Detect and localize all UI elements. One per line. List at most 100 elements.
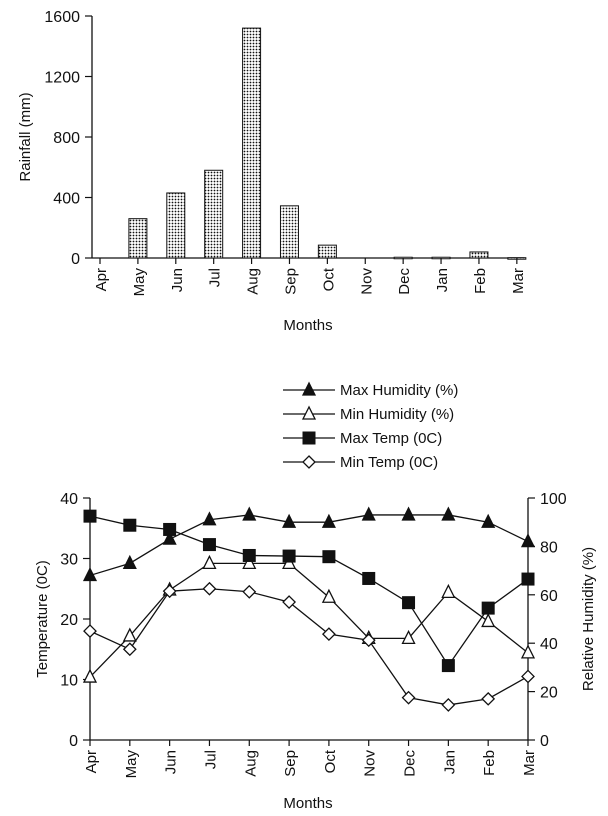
series-point-min-temp-0c — [162, 584, 177, 599]
rainfall-x-tick-label: Aug — [245, 268, 262, 295]
line-chart-x-tick-label: Jan — [441, 750, 458, 774]
series-point-max-temp-0c — [521, 572, 535, 586]
rainfall-y-axis-label: Rainfall (mm) — [17, 92, 34, 181]
rainfall-x-tick-label: Mar — [510, 268, 527, 294]
series-point-min-temp-0c — [242, 584, 257, 599]
series-point-max-temp-0c — [123, 518, 137, 532]
rainfall-x-tick-label: Feb — [472, 268, 489, 294]
series-line-max-temp-0c — [89, 515, 529, 667]
rainfall-x-tick-label: Dec — [396, 268, 413, 295]
series-point-min-humidity — [441, 583, 456, 599]
series-point-max-temp-0c — [402, 596, 416, 610]
legend-marker — [301, 405, 317, 420]
rainfall-bar-jun — [166, 192, 186, 259]
rainfall-bar-aug — [242, 27, 262, 259]
series-point-min-temp-0c — [361, 633, 376, 648]
rainfall-x-tick-label: Nov — [358, 268, 375, 295]
series-point-min-humidity — [82, 668, 98, 683]
series-point-max-humidity — [242, 506, 257, 521]
series-point-max-humidity — [401, 506, 416, 521]
humidity-y-tick-label: 80 — [540, 539, 558, 556]
series-point-min-humidity — [242, 554, 257, 569]
line-chart-x-tick-label: Nov — [362, 750, 379, 777]
series-point-max-humidity — [321, 513, 336, 528]
series-point-max-temp-0c — [163, 522, 177, 536]
legend-item-max-humidity: Max Humidity (%) — [283, 381, 458, 399]
series-point-max-temp-0c — [282, 549, 296, 563]
rainfall-bar-sep — [279, 205, 299, 259]
temperature-y-tick-label: 40 — [60, 491, 78, 508]
series-point-max-temp-0c — [322, 550, 336, 564]
series-line-min-temp-0c — [89, 588, 529, 706]
rainfall-x-tick-label: Jun — [169, 268, 186, 292]
series-point-max-humidity — [202, 511, 217, 526]
series-point-min-temp-0c — [401, 690, 416, 705]
series-point-max-humidity — [82, 566, 98, 582]
series-point-max-humidity — [361, 506, 376, 521]
legend-marker — [302, 431, 316, 445]
legend-marker — [302, 455, 316, 469]
series-point-min-temp-0c — [83, 624, 97, 639]
series-point-max-temp-0c — [202, 538, 216, 552]
series-point-min-temp-0c — [521, 669, 535, 684]
series-point-min-humidity — [202, 554, 217, 569]
series-point-min-humidity — [481, 612, 496, 628]
humidity-y-tick-label: 100 — [540, 491, 567, 508]
series-point-max-humidity — [481, 513, 496, 528]
series-point-max-temp-0c — [83, 509, 97, 523]
series-min-temp-0c — [83, 581, 535, 712]
climate-line-chart: 0 10 20 30 40 0 20 40 60 80 100 Apr May Jun Jul Aug Se… — [34, 491, 597, 812]
temperature-y-tick-label: 10 — [60, 673, 78, 690]
series-max-humidity — [82, 506, 536, 582]
legend-label: Min Humidity (%) — [340, 406, 454, 423]
legend: Max Humidity (%) Min Humidity (%) Max Temp… — [283, 381, 458, 471]
rainfall-bar-may — [128, 218, 148, 259]
legend-label: Min Temp (0C) — [340, 454, 438, 471]
rainfall-y-ticks: 0 400 800 1200 1600 — [44, 9, 92, 268]
rainfall-y-tick-label: 1600 — [44, 9, 80, 26]
rainfall-x-tick-label: May — [131, 268, 148, 297]
rainfall-x-tick-label: Oct — [320, 267, 337, 291]
series-point-max-temp-0c — [362, 571, 376, 585]
line-chart-series — [82, 506, 536, 712]
series-max-temp-0c — [83, 509, 535, 673]
temperature-y-ticks: 0 10 20 30 40 — [60, 491, 90, 750]
rainfall-x-tick-label: Sep — [282, 268, 299, 295]
humidity-y-tick-label: 40 — [540, 636, 558, 653]
line-chart-x-tick-label: Sep — [282, 750, 299, 777]
line-chart-x-tick-label: May — [123, 750, 140, 779]
series-point-min-temp-0c — [122, 642, 137, 657]
series-point-max-humidity — [441, 506, 456, 521]
line-chart-x-ticks: Apr May Jun Jul Aug Sep Oct Nov Dec Jan Feb Mar — [83, 740, 538, 778]
series-point-min-temp-0c — [282, 595, 297, 609]
series-point-max-humidity — [122, 554, 137, 569]
rainfall-x-ticks: Apr May Jun Jul Aug Sep Oct Nov Dec Jan Feb Mar — [93, 258, 527, 296]
series-line-min-humidity — [89, 562, 529, 678]
rainfall-y-tick-label: 400 — [53, 191, 80, 208]
series-point-max-temp-0c — [441, 659, 455, 673]
line-chart-x-tick-label: Oct — [322, 749, 339, 773]
line-chart-x-tick-label: Jun — [163, 750, 180, 774]
temperature-y-tick-label: 30 — [60, 552, 78, 569]
series-point-max-humidity — [162, 530, 177, 545]
rainfall-y-tick-label: 1200 — [44, 70, 80, 87]
series-point-min-humidity — [122, 627, 137, 642]
legend-item-min-humidity: Min Humidity (%) — [283, 405, 454, 423]
series-point-min-temp-0c — [321, 627, 336, 642]
line-chart-x-tick-label: Feb — [481, 750, 498, 776]
rainfall-bar-oct — [317, 244, 337, 259]
rainfall-chart: 0 400 800 1200 1600 Apr May Jun Jul Aug Sep Oct Nov… — [17, 9, 527, 334]
series-point-min-humidity — [401, 629, 416, 645]
series-point-min-humidity — [520, 644, 536, 659]
legend-label: Max Temp (0C) — [340, 430, 442, 447]
series-line-max-humidity — [89, 514, 529, 577]
series-point-max-humidity — [282, 513, 297, 528]
humidity-y-tick-label: 0 — [540, 733, 549, 750]
line-chart-x-tick-label: Mar — [521, 750, 538, 776]
legend-item-min-temp-0c: Min Temp (0C) — [283, 454, 438, 471]
humidity-y-ticks: 0 20 40 60 80 100 — [528, 491, 567, 750]
line-chart-x-tick-label: Dec — [402, 750, 419, 777]
legend-label: Max Humidity (%) — [340, 382, 458, 399]
series-point-max-temp-0c — [481, 601, 495, 615]
